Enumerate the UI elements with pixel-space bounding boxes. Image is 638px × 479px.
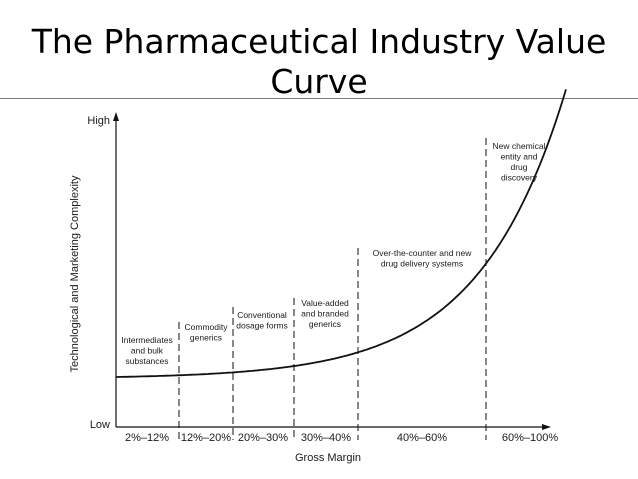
x-axis-arrow xyxy=(542,424,551,430)
slide-title: The Pharmaceutical Industry Value Curve xyxy=(0,22,638,98)
y-axis-title: Technological and Marketing Complexity xyxy=(69,175,81,372)
title-divider xyxy=(0,98,638,99)
title-area: The Pharmaceutical Industry Value Curve xyxy=(0,0,638,98)
x-axis-title: Gross Margin xyxy=(295,452,361,464)
margin-band-label: 20%–30% xyxy=(238,432,288,444)
segment-label: Value-added and branded generics xyxy=(301,298,349,329)
margin-band-label: 2%–12% xyxy=(125,432,169,444)
margin-band-label: 60%–100% xyxy=(502,432,558,444)
y-low-label: Low xyxy=(90,419,110,431)
segment-label: Intermediates and bulk substances xyxy=(121,335,173,366)
y-high-label: High xyxy=(87,115,110,127)
segment-label: Over-the-counter and new drug delivery sy… xyxy=(373,248,473,269)
y-axis-arrow xyxy=(113,112,119,121)
segment-label: New chemical entity and drug discovery xyxy=(493,141,546,183)
margin-band-label: 40%–60% xyxy=(397,432,447,444)
segment-label: Commodity generics xyxy=(185,322,229,343)
margin-band-label: 12%–20% xyxy=(181,432,231,444)
value-curve xyxy=(116,89,567,378)
slide-title-line1: The Pharmaceutical Industry Value xyxy=(31,22,607,61)
segment-label: Conventional dosage forms xyxy=(236,310,288,331)
slide-title-line2: Curve xyxy=(270,62,368,98)
margin-band-label: 30%–40% xyxy=(301,432,351,444)
